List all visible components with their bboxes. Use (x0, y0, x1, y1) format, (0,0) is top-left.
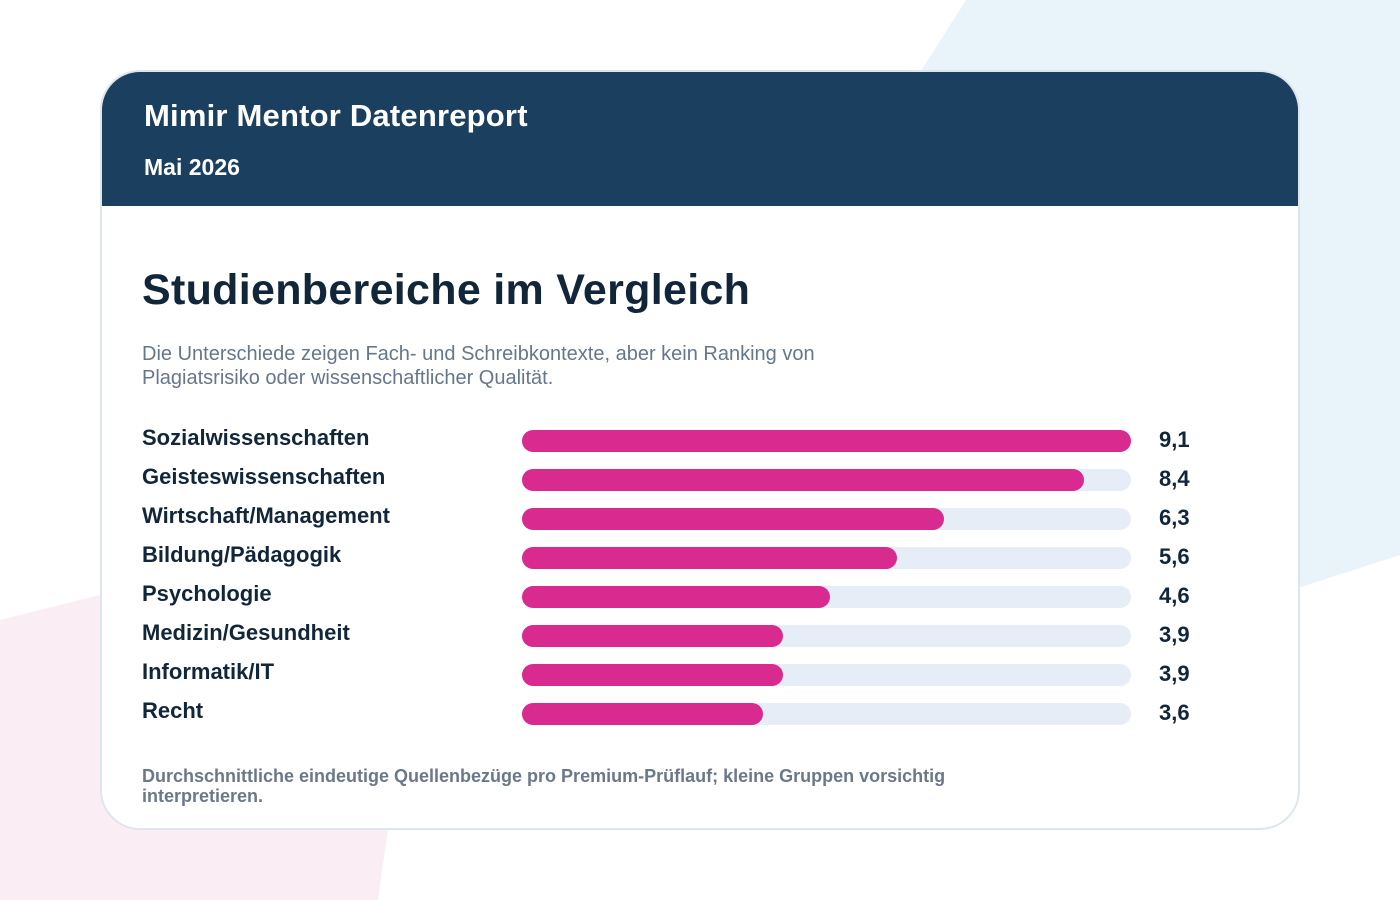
category-label: Informatik/IT (142, 659, 275, 684)
bar-row: Recht 3,6 (102, 695, 1298, 725)
value-label: 3,9 (1159, 661, 1190, 686)
category-label: Geisteswissenschaften (142, 464, 386, 489)
bar-track (522, 469, 1131, 491)
bar (522, 508, 944, 530)
bar-row: Sozialwissenschaften 9,1 (102, 422, 1298, 452)
value-label: 5,6 (1159, 544, 1190, 569)
bar-track (522, 430, 1131, 452)
value-label: 6,3 (1159, 505, 1190, 530)
bar-track (522, 508, 1131, 530)
bar-row: Geisteswissenschaften 8,4 (102, 461, 1298, 491)
category-label: Sozialwissenschaften (142, 425, 370, 450)
value-label: 3,6 (1159, 700, 1190, 725)
category-label: Psychologie (142, 581, 272, 606)
bar (522, 703, 763, 725)
value-label: 8,4 (1159, 466, 1190, 491)
bar (522, 430, 1131, 452)
bar (522, 547, 897, 569)
value-label: 3,9 (1159, 622, 1190, 647)
bar (522, 469, 1084, 491)
report-card: Mimir Mentor Datenreport Mai 2026 Studie… (100, 70, 1300, 830)
bar-row: Medizin/Gesundheit 3,9 (102, 617, 1298, 647)
bar-chart: Sozialwissenschaften 9,1 Geisteswissenscha… (102, 422, 1298, 742)
bar (522, 586, 830, 608)
bar-row: Wirtschaft/Management 6,3 (102, 500, 1298, 530)
bar-track (522, 703, 1131, 725)
report-date: Mai 2026 (144, 154, 240, 180)
bar-track (522, 625, 1131, 647)
bar (522, 664, 783, 686)
chart-title: Studienbereiche im Vergleich (142, 266, 751, 314)
category-label: Medizin/Gesundheit (142, 620, 350, 645)
bar-row: Informatik/IT 3,9 (102, 656, 1298, 686)
report-header: Mimir Mentor Datenreport Mai 2026 (102, 72, 1298, 206)
chart-footnote: Durchschnittliche eindeutige Quellenbezü… (142, 766, 946, 806)
chart-subtitle: Die Unterschiede zeigen Fach- und Schrei… (142, 343, 815, 389)
bar-track (522, 586, 1131, 608)
category-label: Wirtschaft/Management (142, 503, 390, 528)
value-label: 4,6 (1159, 583, 1190, 608)
bar-row: Bildung/Pädagogik 5,6 (102, 539, 1298, 569)
category-label: Bildung/Pädagogik (142, 542, 342, 567)
brand-title: Mimir Mentor Datenreport (144, 98, 528, 133)
bar-track (522, 547, 1131, 569)
category-label: Recht (142, 698, 204, 723)
bar (522, 625, 783, 647)
bar-track (522, 664, 1131, 686)
value-label: 9,1 (1159, 427, 1190, 452)
bar-row: Psychologie 4,6 (102, 578, 1298, 608)
